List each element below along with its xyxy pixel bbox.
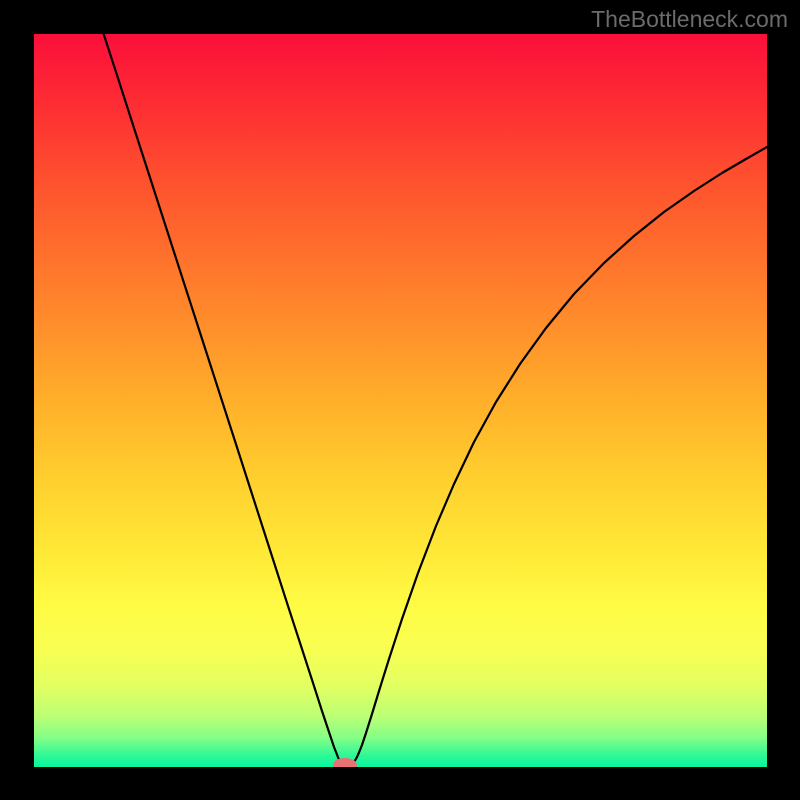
plot-area <box>34 34 767 767</box>
minimum-marker <box>333 758 357 767</box>
bottleneck-curve <box>102 34 767 765</box>
curve-layer <box>34 34 767 767</box>
chart-container: TheBottleneck.com <box>0 0 800 800</box>
watermark-text: TheBottleneck.com <box>591 6 788 33</box>
